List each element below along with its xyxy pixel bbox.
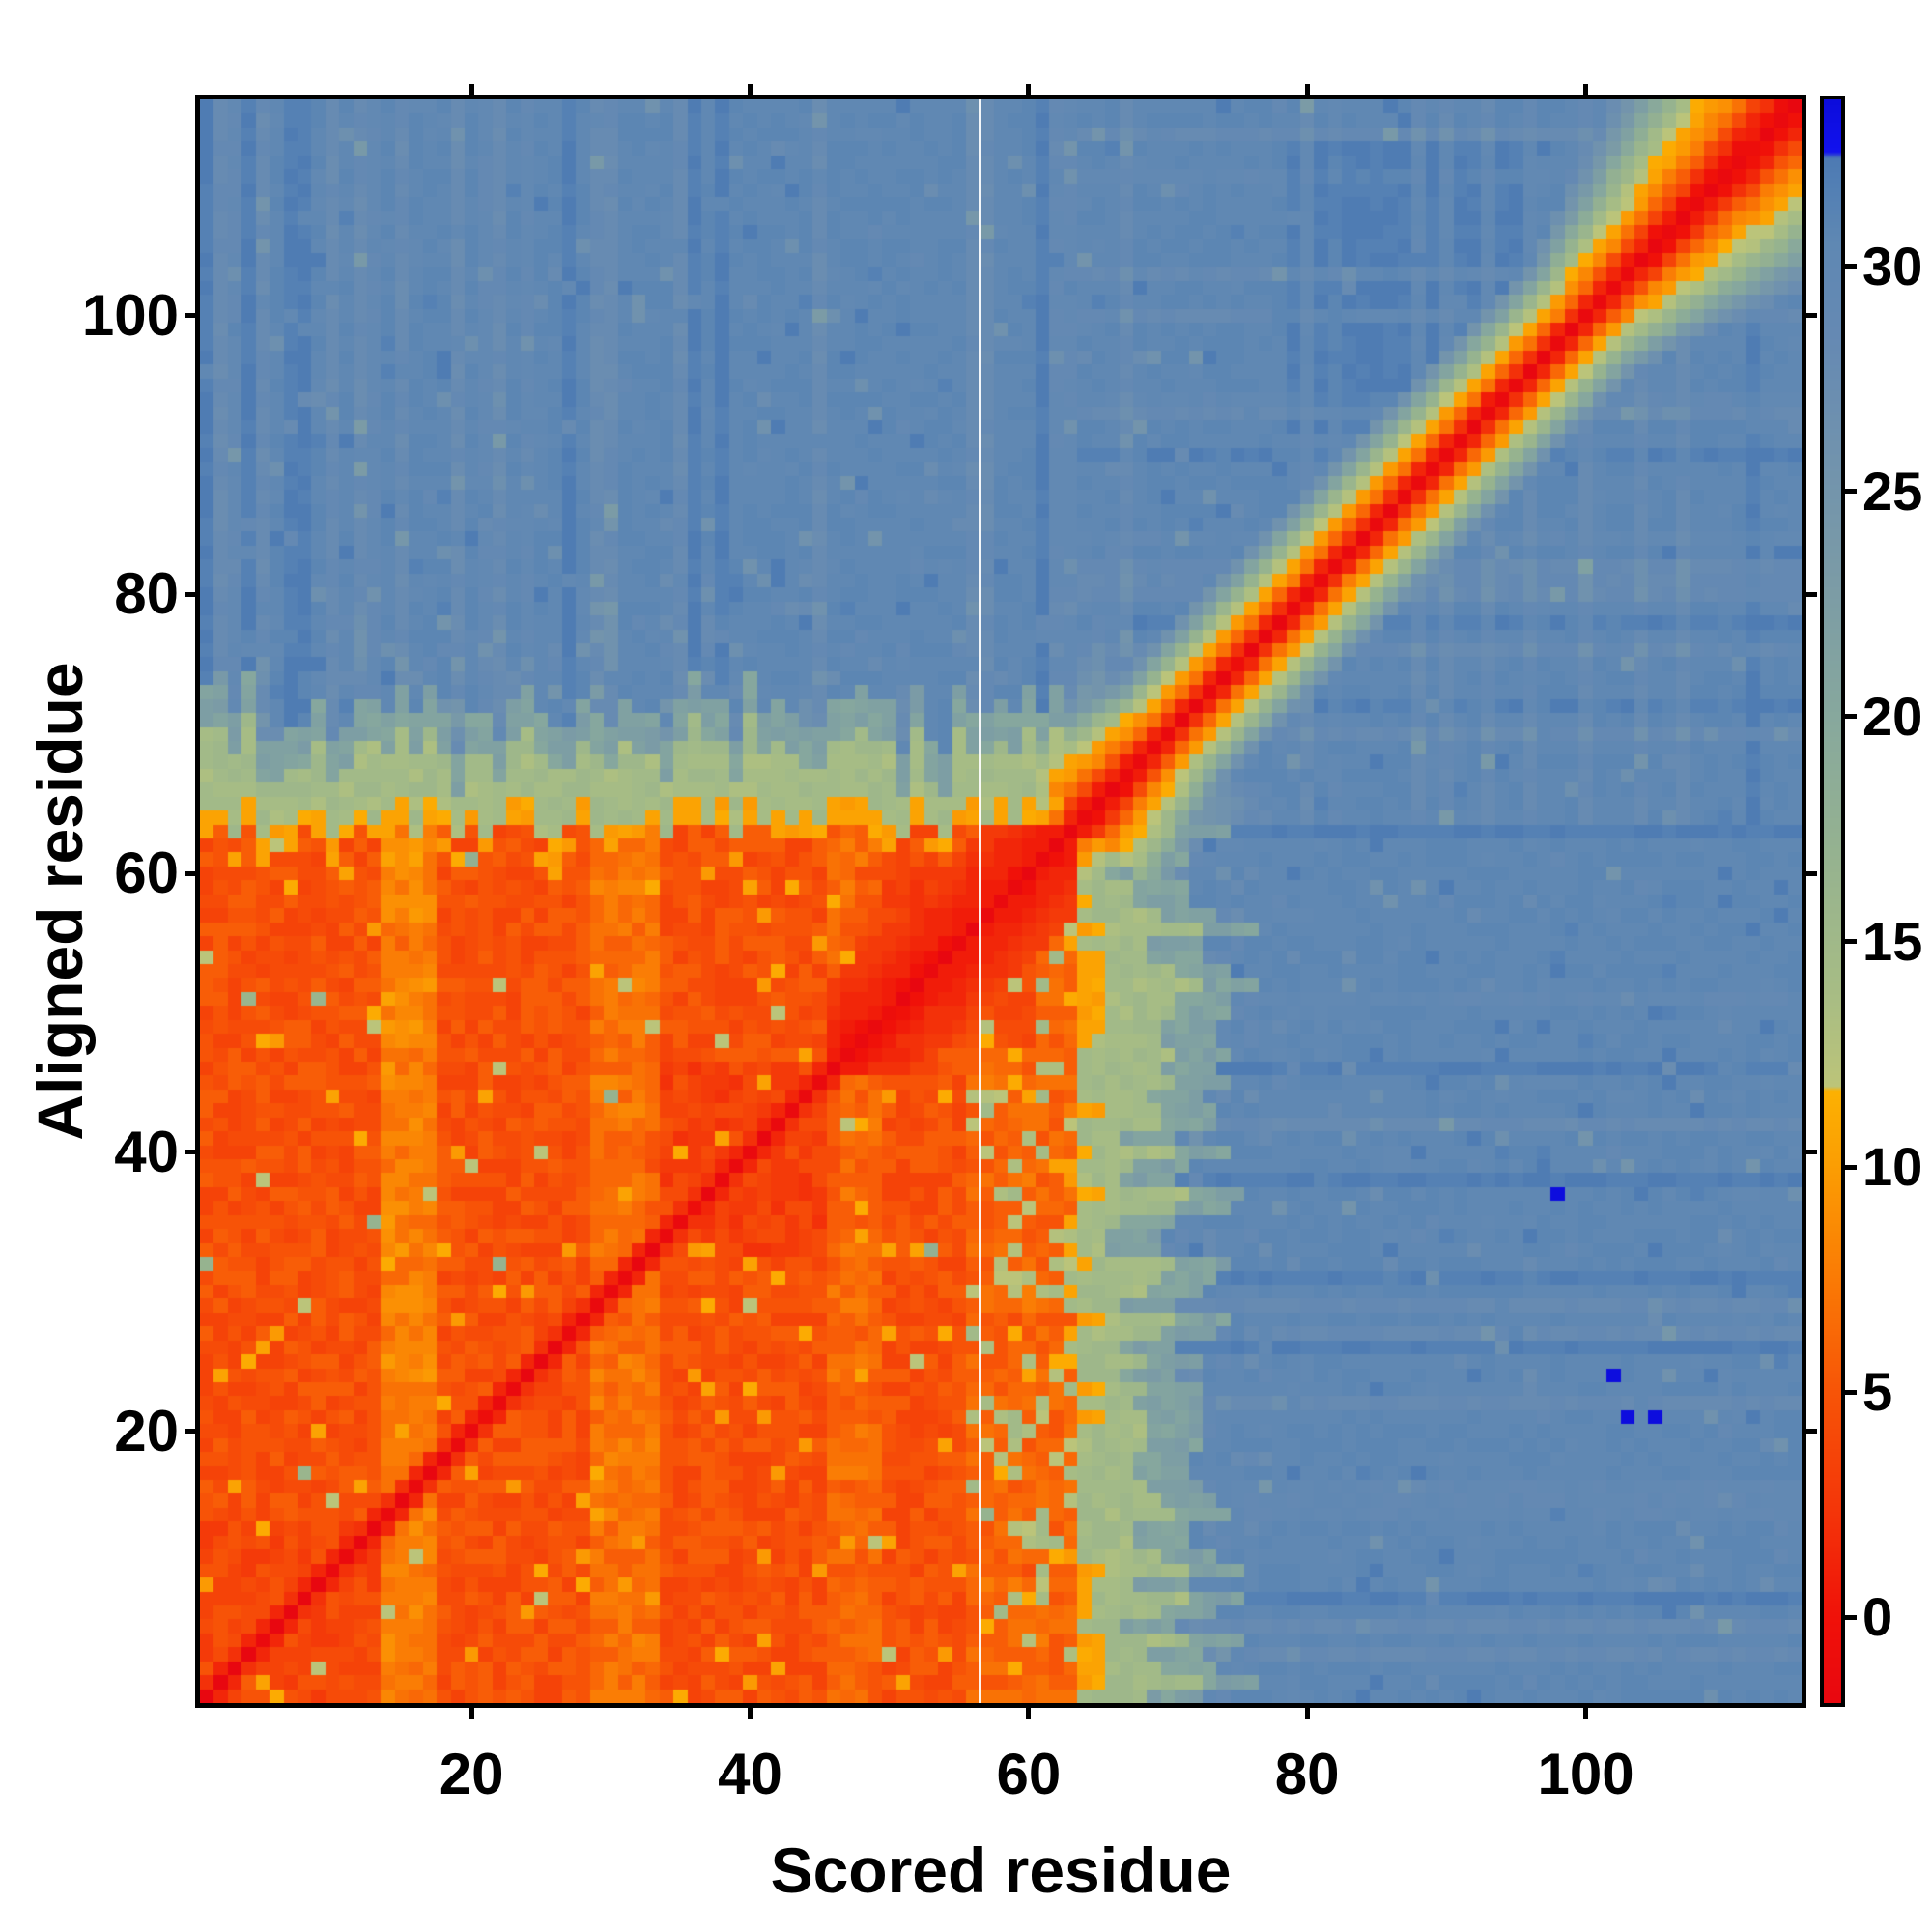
x-tick-label: 80 [1274,1742,1340,1806]
x-axis-tick [1583,1703,1589,1719]
colorbar-tick-label: 30 [1862,235,1923,297]
colorbar-border [1820,96,1845,1707]
x-axis-tick [469,1703,474,1719]
colorbar-tick [1845,714,1857,720]
x-axis-top-tick [1583,84,1589,99]
colorbar-tick [1845,1614,1857,1620]
colorbar-tick-label: 15 [1862,910,1923,972]
y-tick-label: 20 [114,1398,179,1463]
y-tick-label: 60 [114,840,179,906]
x-tick-label: 60 [996,1742,1062,1806]
x-axis-top-tick [747,84,753,99]
colorbar-tick [1845,1164,1857,1170]
y-axis-tick [185,1150,200,1155]
colorbar-tick-label: 25 [1862,460,1923,522]
x-axis-tick [1026,1703,1032,1719]
plot-border [195,95,1806,1708]
y-axis-tick [185,313,200,319]
x-tick-label: 20 [439,1742,504,1806]
heatmap-canvas [200,99,1802,1703]
x-axis-tick [747,1703,753,1719]
colorbar-canvas [1824,99,1841,1703]
y-axis-right-tick [1802,1429,1817,1435]
colorbar-tick-label: 0 [1862,1586,1893,1648]
y-axis-right-tick [1802,313,1817,319]
x-tick-label: 40 [718,1742,782,1806]
y-axis-tick [185,1429,200,1435]
colorbar-tick-label: 10 [1862,1136,1923,1198]
x-axis-top-tick [1026,84,1032,99]
colorbar-tick [1845,264,1857,270]
colorbar-tick [1845,1389,1857,1395]
y-axis-tick [185,591,200,597]
y-axis-tick [185,870,200,876]
x-axis-title: Scored residue [770,1834,1232,1906]
colorbar-tick [1845,939,1857,945]
colorbar-tick-label: 5 [1862,1361,1893,1423]
y-axis-title: Aligned residue [24,662,96,1141]
x-axis-top-tick [1304,84,1310,99]
x-axis-tick [1304,1703,1310,1719]
colorbar-tick [1845,489,1857,495]
colorbar-tick-label: 20 [1862,685,1923,747]
x-tick-label: 100 [1537,1742,1634,1806]
y-tick-label: 40 [114,1119,179,1184]
vertical-gridline [979,99,981,1703]
y-tick-label: 80 [114,561,179,627]
y-tick-label: 100 [81,282,179,348]
x-axis-top-tick [469,84,474,99]
y-axis-right-tick [1802,1150,1817,1155]
y-axis-right-tick [1802,591,1817,597]
y-axis-right-tick [1802,870,1817,876]
